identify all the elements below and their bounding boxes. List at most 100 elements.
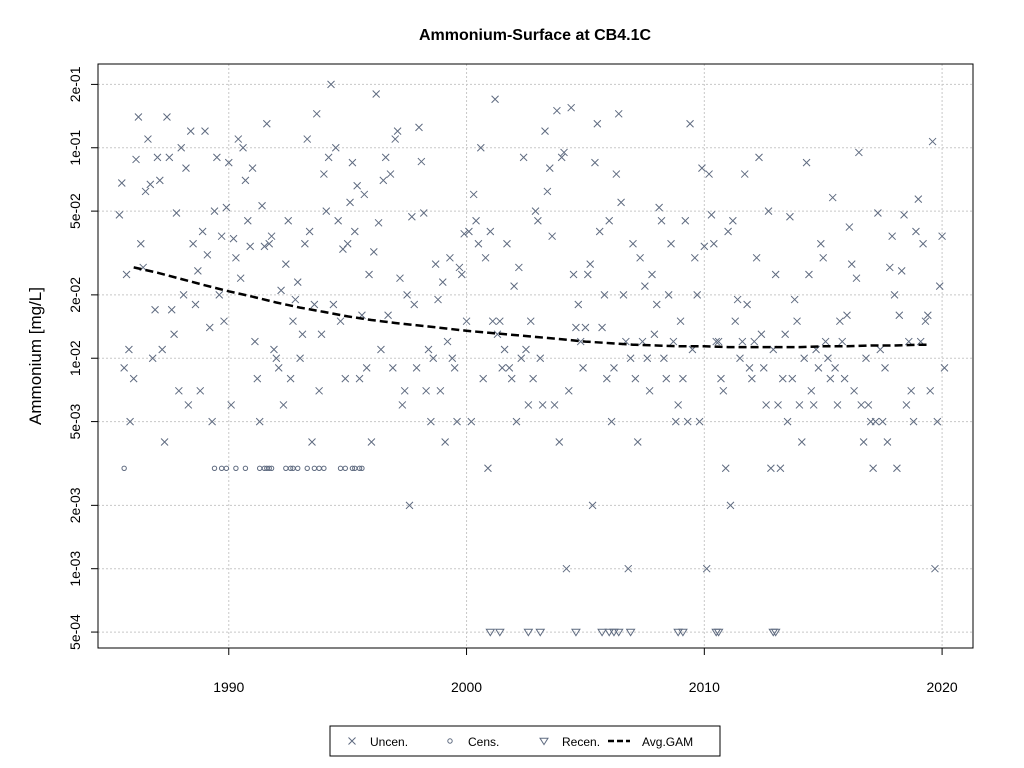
legend-label: Uncen.: [370, 735, 408, 749]
point-uncensored: [843, 311, 851, 320]
point-uncensored: [607, 417, 616, 426]
point-uncensored: [733, 295, 742, 304]
point-uncensored: [253, 374, 262, 383]
point-recensored: [625, 628, 636, 637]
point-censored: [316, 465, 322, 471]
point-uncensored: [767, 464, 775, 473]
point-uncensored: [255, 417, 264, 426]
point-uncensored: [764, 207, 773, 215]
point-uncensored: [923, 311, 932, 320]
point-uncensored: [446, 253, 454, 262]
point-uncensored: [702, 564, 711, 573]
gam-line: [133, 266, 928, 349]
point-uncensored: [731, 317, 740, 326]
point-uncensored: [412, 364, 421, 372]
point-uncensored: [479, 374, 488, 383]
y-tick-label: 1e-02: [67, 340, 83, 376]
point-censored: [218, 465, 225, 471]
point-uncensored: [182, 164, 190, 173]
y-axis-label: Ammonium [mg/L]: [26, 287, 45, 425]
point-uncensored: [874, 209, 882, 217]
point-uncensored: [931, 564, 939, 573]
point-uncensored: [679, 374, 687, 383]
point-uncensored: [350, 227, 359, 236]
point-uncensored: [122, 270, 131, 279]
point-uncensored: [564, 386, 573, 395]
point-uncensored: [155, 176, 164, 185]
point-uncensored: [260, 242, 269, 251]
point-uncensored: [562, 564, 571, 573]
point-uncensored: [816, 239, 825, 248]
point-uncensored: [184, 401, 193, 409]
point-uncensored: [417, 157, 426, 166]
point-uncensored: [662, 374, 671, 383]
point-uncensored: [327, 80, 335, 89]
point-uncensored: [522, 345, 530, 354]
point-censored: [223, 465, 230, 471]
point-uncensored: [605, 216, 614, 225]
point-uncensored: [408, 212, 416, 221]
point-censored: [287, 465, 294, 471]
point-uncensored: [826, 374, 835, 383]
point-uncensored: [374, 218, 383, 227]
point-uncensored: [141, 187, 150, 196]
point-uncensored: [215, 291, 224, 299]
point-uncensored: [291, 295, 300, 304]
point-uncensored: [645, 386, 654, 395]
point-uncensored: [776, 464, 785, 473]
x-tick-label: 2000: [451, 679, 482, 695]
point-uncensored: [457, 270, 466, 279]
point-uncensored: [797, 438, 806, 446]
point-uncensored: [388, 364, 397, 372]
point-uncensored: [900, 210, 908, 219]
point-uncensored: [728, 216, 737, 225]
point-uncensored: [213, 153, 221, 162]
point-uncensored: [196, 386, 205, 395]
point-uncensored: [814, 364, 823, 372]
point-uncensored: [574, 300, 583, 309]
point-uncensored: [372, 90, 381, 98]
point-uncensored: [239, 143, 247, 152]
point-uncensored: [926, 386, 935, 395]
point-uncensored: [441, 438, 450, 446]
point-uncensored: [555, 438, 564, 446]
point-uncensored: [771, 270, 780, 279]
legend-box: [329, 725, 721, 757]
data-points: [115, 80, 949, 637]
point-uncensored: [427, 417, 435, 426]
point-uncensored: [534, 216, 542, 225]
point-uncensored: [224, 158, 233, 167]
point-recensored: [494, 628, 505, 637]
point-uncensored: [612, 170, 621, 178]
point-uncensored: [719, 386, 728, 395]
point-uncensored: [681, 216, 690, 225]
point-uncensored: [186, 127, 195, 135]
point-uncensored: [788, 374, 797, 383]
point-uncensored: [151, 305, 159, 314]
point-uncensored: [500, 345, 509, 354]
point-uncensored: [586, 260, 595, 268]
point-uncensored: [583, 270, 592, 279]
point-uncensored: [600, 291, 609, 299]
point-uncensored: [759, 364, 768, 372]
point-uncensored: [805, 270, 813, 279]
point-uncensored: [194, 267, 202, 275]
point-uncensored: [484, 464, 492, 473]
point-uncensored: [303, 135, 312, 143]
point-uncensored: [652, 300, 661, 309]
point-uncensored: [693, 291, 702, 299]
point-uncensored: [117, 179, 126, 187]
point-censored: [311, 465, 318, 471]
point-uncensored: [495, 317, 504, 326]
point-uncensored: [403, 291, 411, 299]
legend-label: Cens.: [468, 735, 499, 749]
point-uncensored: [717, 374, 725, 383]
point-uncensored: [298, 330, 307, 339]
point-uncensored: [301, 239, 309, 248]
point-uncensored: [538, 401, 547, 409]
point-uncensored: [381, 153, 390, 162]
point-uncensored: [472, 216, 480, 225]
point-uncensored: [248, 164, 257, 173]
point-uncensored: [750, 337, 759, 346]
point-uncensored: [724, 227, 732, 236]
